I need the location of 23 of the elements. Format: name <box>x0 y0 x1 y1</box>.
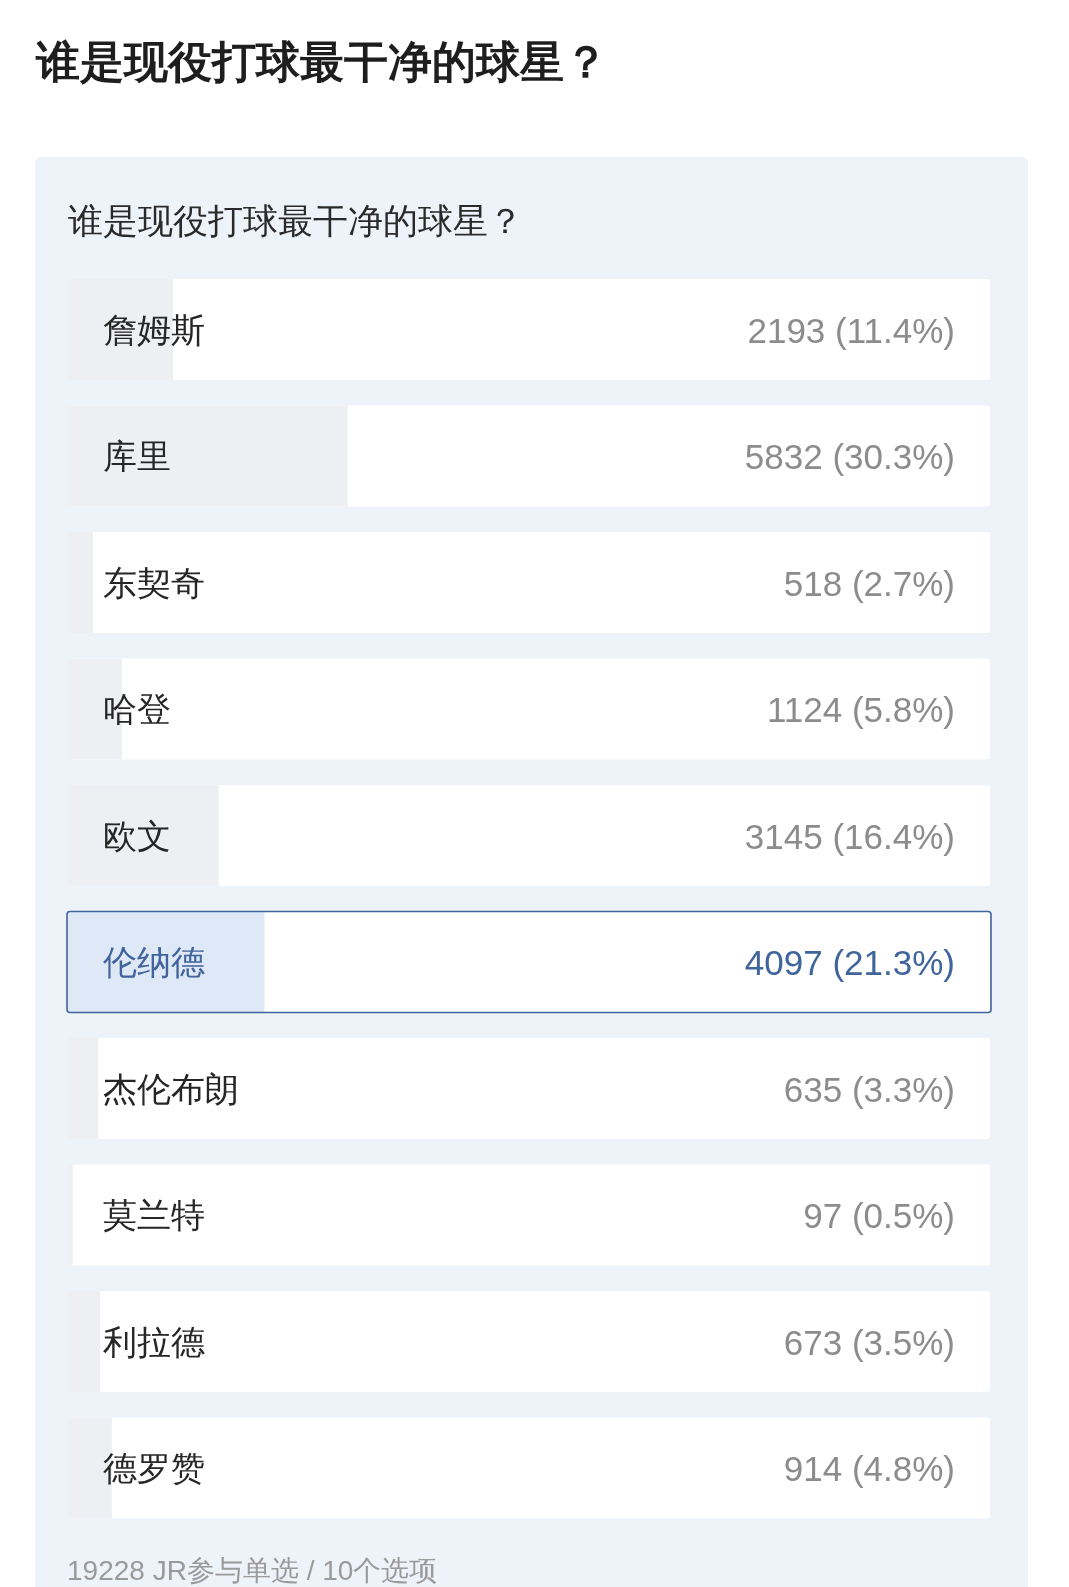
value-label: 97 (0.5%) <box>803 1196 955 1235</box>
category-label: 库里 <box>103 437 171 475</box>
value-label: 3145 (16.4%) <box>744 816 955 856</box>
category-label: 东契奇 <box>103 563 205 602</box>
category-label: 伦纳德 <box>103 943 205 981</box>
subtitle: 谁是现役打球最干净的球星？ <box>68 201 523 240</box>
category-label: 詹姆斯 <box>103 310 205 349</box>
value-label: 5832 (30.3%) <box>744 437 955 476</box>
category-label: 德罗赞 <box>103 1449 205 1487</box>
value-label: 673 (3.5%) <box>783 1322 955 1362</box>
title: 谁是现役打球最干净的球星？ <box>36 37 608 86</box>
category-label: 欧文 <box>103 816 171 855</box>
value-label: 635 (3.3%) <box>783 1069 955 1109</box>
value-label: 2193 (11.4%) <box>747 310 955 350</box>
value-label: 1124 (5.8%) <box>766 690 955 729</box>
category-label: 莫兰特 <box>103 1196 205 1234</box>
value-label: 914 (4.8%) <box>783 1449 955 1488</box>
category-label: 哈登 <box>103 690 171 728</box>
annotation: 19228 JR参与单选 / 10个选项 <box>67 1555 438 1586</box>
value-label: 4097 (21.3%) <box>744 943 955 982</box>
category-label: 利拉德 <box>103 1322 205 1361</box>
category-label: 杰伦布朗 <box>103 1069 239 1108</box>
value-label: 518 (2.7%) <box>783 563 955 603</box>
